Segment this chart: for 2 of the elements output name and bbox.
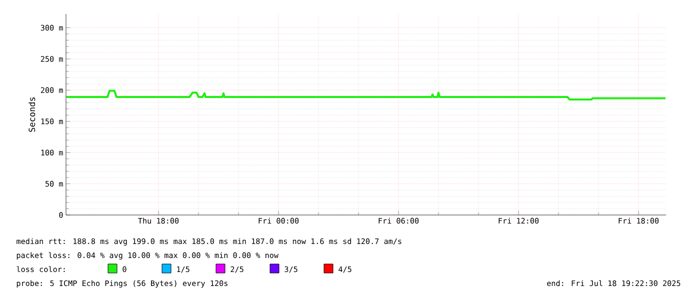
y-axis-title: Seconds — [28, 97, 36, 132]
line-series — [66, 90, 666, 101]
